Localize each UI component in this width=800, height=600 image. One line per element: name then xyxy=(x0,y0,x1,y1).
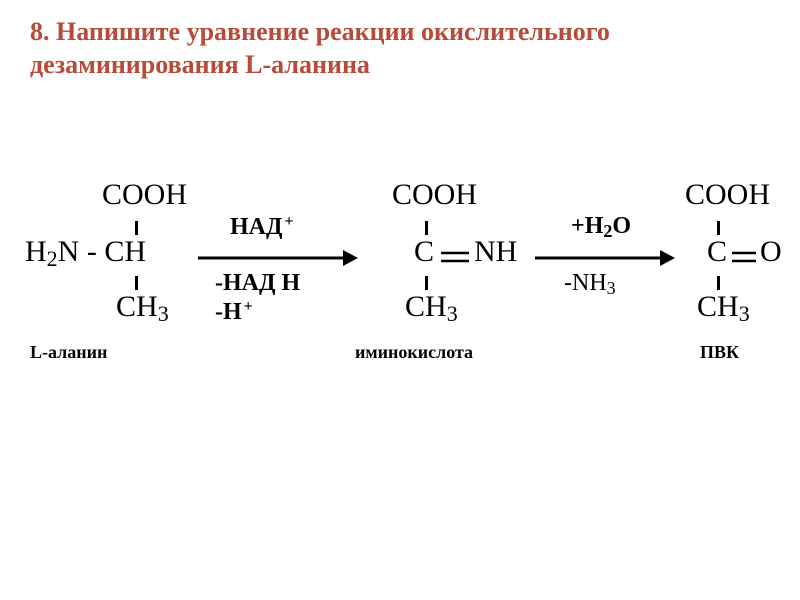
mol3-o: O xyxy=(760,237,782,267)
mol2-ch3: CH3 xyxy=(405,292,458,325)
mol3-double-bond-icon xyxy=(732,248,756,266)
title-text: 8. Напишите уравнение реакции окислитель… xyxy=(30,17,610,79)
mol3-cooh: COOH xyxy=(685,180,770,210)
arrow2-top: +H2O xyxy=(571,213,631,242)
mol3-c: C xyxy=(707,237,727,267)
arrow1-arrow-icon xyxy=(198,246,358,270)
mol1-cooh: COOH xyxy=(102,180,187,210)
mol3-label: ПВК xyxy=(700,342,739,363)
arrow2-bot: -NH3 xyxy=(564,270,616,299)
arrow1-top: НАД+ xyxy=(230,213,294,241)
mol3-ch3: CH3 xyxy=(697,292,750,325)
slide-title: 8. Напишите уравнение реакции окислитель… xyxy=(30,16,770,81)
mol2-label: иминокислота xyxy=(355,342,473,363)
arrow1-bot1: -НАД Н xyxy=(215,270,300,297)
mol2-cooh: COOH xyxy=(392,180,477,210)
arrow1-bot2: -Н+ xyxy=(215,298,253,326)
mol1-ch3: CH3 xyxy=(116,292,169,325)
mol1-ch-n: H2N - CH xyxy=(25,237,146,270)
mol1-label: L-аланин xyxy=(30,342,107,363)
mol2-c: C xyxy=(414,237,434,267)
arrow2-arrow-icon xyxy=(535,246,675,270)
mol2-nh: NH xyxy=(474,237,517,267)
mol2-double-bond-icon xyxy=(441,248,469,266)
